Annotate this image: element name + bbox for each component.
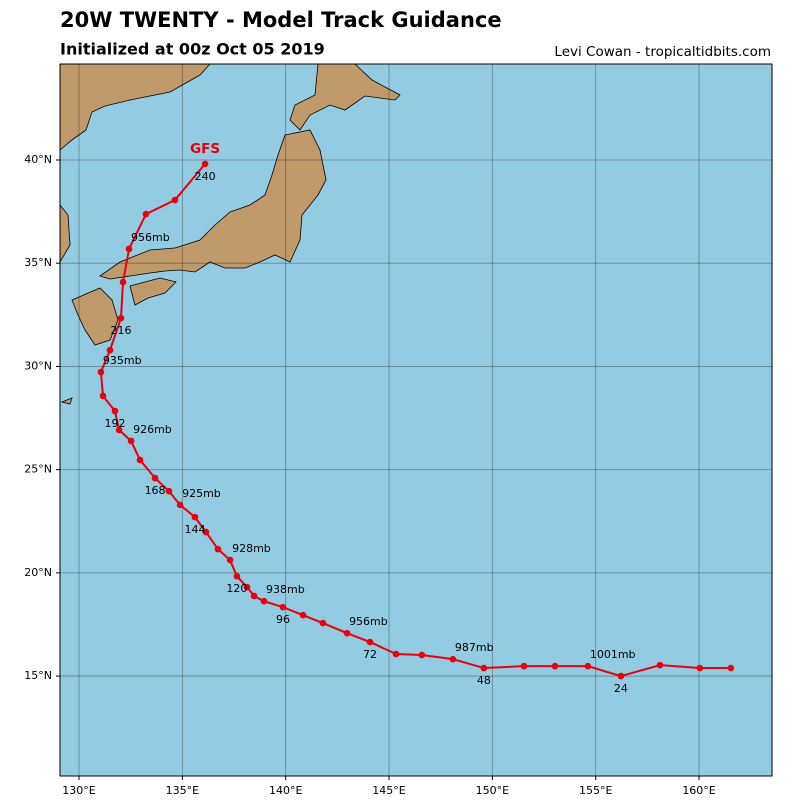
track: GFS 24 48 72 96 120 144 168 192 216 240 1001mb 987mb… (97, 141, 735, 695)
track-line (99, 163, 731, 678)
y-tick-label: 30°N (24, 359, 52, 372)
track-point (233, 572, 241, 580)
credit: Levi Cowan - tropicaltidbits.com (554, 44, 771, 60)
hour-label: 192 (104, 417, 125, 430)
subtitle: Initialized at 00z Oct 05 2019 (60, 40, 325, 59)
pressure-label: 928mb (232, 542, 271, 555)
track-point (111, 407, 119, 415)
track-point (142, 210, 150, 218)
y-tick-label: 40°N (24, 153, 52, 166)
track-point (214, 545, 222, 553)
x-tick-label: 160°E (682, 784, 715, 797)
y-tick-label: 20°N (24, 566, 52, 579)
track-point (165, 487, 173, 495)
hour-label: 120 (226, 582, 247, 595)
pressure-label: 987mb (455, 641, 494, 654)
track-point (319, 619, 327, 627)
track-point (171, 196, 179, 204)
track-point (201, 160, 209, 168)
grid (60, 64, 772, 776)
x-tick-label: 130°E (62, 784, 95, 797)
island (60, 397, 73, 405)
hour-label: 168 (145, 484, 166, 497)
title: 20W TWENTY - Model Track Guidance (60, 8, 502, 32)
pressure-label: 938mb (266, 583, 305, 596)
pressure-label: 956mb (131, 231, 170, 244)
pressure-label: 925mb (182, 487, 221, 500)
pressure-label: 1001mb (590, 648, 636, 661)
track-point (584, 662, 592, 670)
hour-label: 24 (614, 682, 628, 695)
hour-label: 48 (477, 674, 491, 687)
track-point (99, 392, 107, 400)
track-point (617, 672, 625, 680)
shikoku (129, 277, 177, 306)
x-tick-label: 150°E (476, 784, 509, 797)
track-point (202, 528, 210, 536)
track-point (176, 501, 184, 509)
track-point (449, 655, 457, 663)
y-tick-label: 25°N (24, 463, 52, 476)
kyushu (71, 287, 119, 346)
pressure-label: 956mb (349, 615, 388, 628)
track-point (520, 662, 528, 670)
track-point (136, 456, 144, 464)
track-point (260, 597, 268, 605)
track-point (117, 314, 125, 322)
track-point (127, 437, 135, 445)
model-name: GFS (190, 141, 220, 157)
track-point (115, 426, 123, 434)
x-tick-label: 145°E (372, 784, 405, 797)
track-point (656, 661, 664, 669)
pressure-label: 935mb (103, 354, 142, 367)
track-point (727, 664, 735, 672)
y-tick-label: 35°N (24, 256, 52, 269)
ocean (60, 64, 772, 776)
track-point (551, 662, 559, 670)
x-tick-label: 135°E (166, 784, 199, 797)
x-tick-label: 140°E (269, 784, 302, 797)
hour-label: 144 (184, 523, 205, 536)
hokkaido (289, 64, 401, 131)
track-point (696, 664, 704, 672)
land-w (60, 204, 71, 263)
track-point (392, 650, 400, 658)
track-point (97, 368, 105, 376)
land (60, 64, 401, 405)
plot-frame (59, 63, 773, 777)
track-point (299, 611, 307, 619)
hour-label: 72 (363, 648, 377, 661)
hour-label: 216 (110, 324, 131, 337)
hour-label: 240 (195, 170, 216, 183)
pressure-label: 926mb (133, 423, 172, 436)
track-point (250, 592, 258, 600)
track-point (106, 346, 114, 354)
track-point (279, 603, 287, 611)
track-point (366, 638, 374, 646)
track-point (226, 556, 234, 564)
track-point (191, 513, 199, 521)
track-point (343, 629, 351, 637)
land-nw (60, 64, 211, 151)
track-point (243, 583, 251, 591)
x-tick-label: 155°E (579, 784, 612, 797)
track-point (480, 664, 488, 672)
track-point (119, 278, 127, 286)
hour-label: 96 (276, 613, 290, 626)
track-point (418, 651, 426, 659)
y-tick-label: 15°N (24, 669, 52, 682)
track-point (125, 245, 133, 253)
honshu (99, 129, 327, 280)
track-point (151, 474, 159, 482)
